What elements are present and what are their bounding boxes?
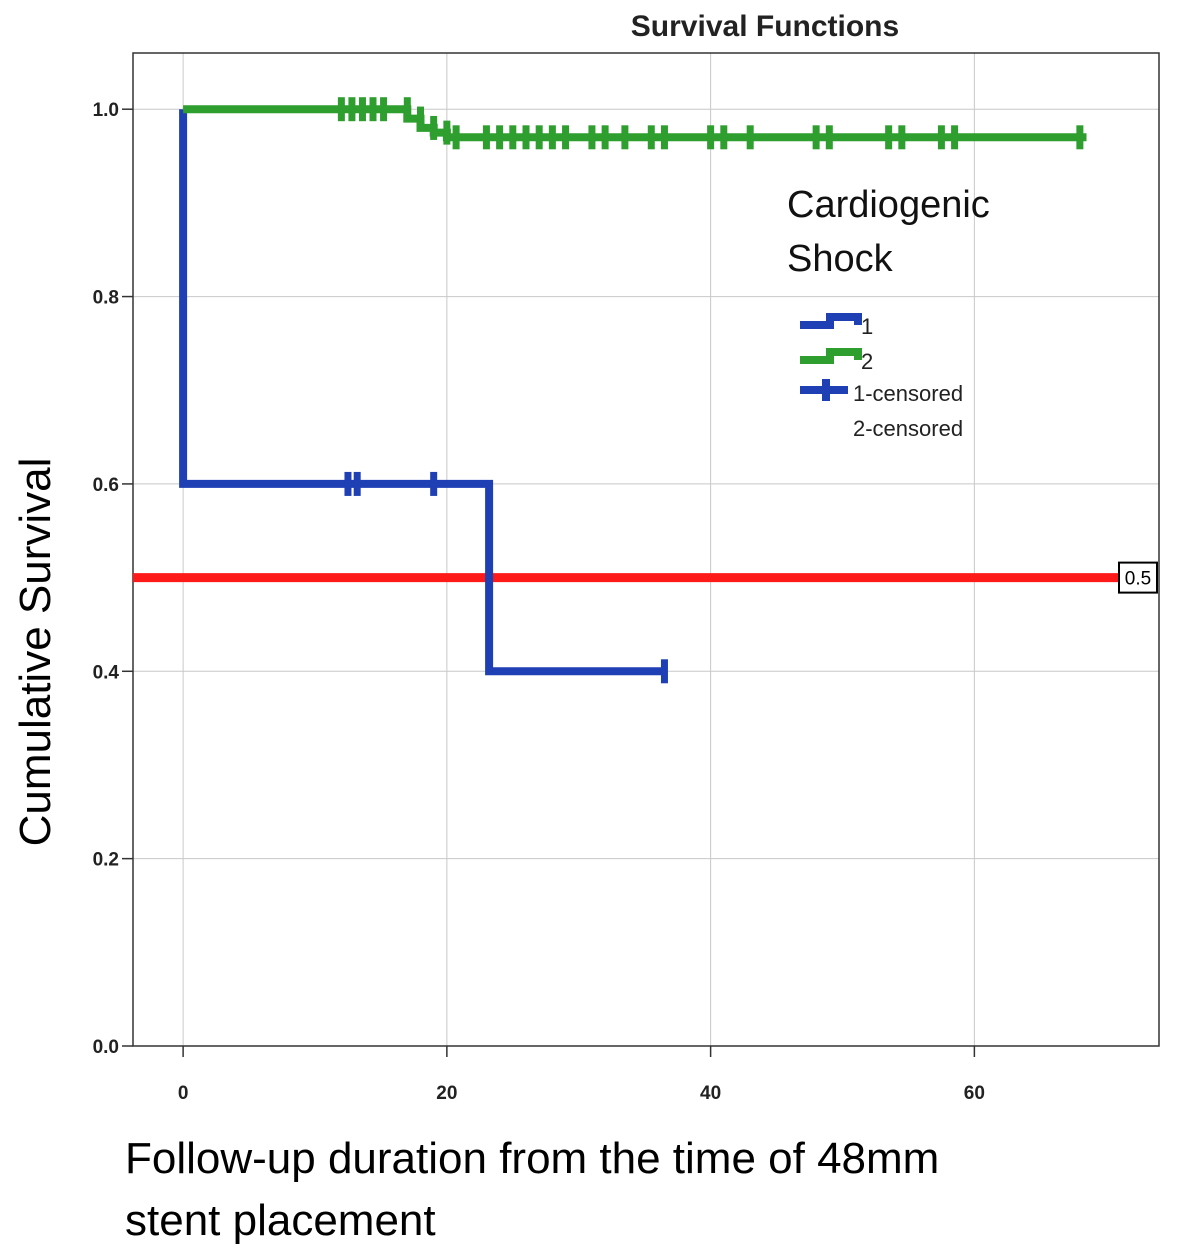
y-tick-label: 0.4	[93, 662, 120, 683]
x-axis-ticks: 0 20 40 60	[178, 1046, 985, 1104]
grid	[133, 53, 1159, 1047]
y-tick-label: 0.2	[93, 850, 119, 871]
legend-swatch-1	[800, 313, 862, 329]
y-tick-label: 0.0	[93, 1037, 119, 1058]
x-tick-label: 60	[964, 1083, 985, 1104]
legend-item-2: 2	[861, 349, 873, 374]
legend: Cardiogenic Shock 1 2 1-censored 2-censo…	[787, 184, 990, 441]
series-line-1	[179, 109, 665, 676]
reference-line-label: 0.5	[1125, 569, 1151, 590]
plot-frame	[132, 52, 1160, 1047]
x-axis-label-line-1: Follow-up duration from the time of 48mm	[125, 1134, 939, 1183]
y-tick-label: 0.6	[93, 475, 119, 496]
y-tick-label: 0.8	[93, 288, 119, 309]
y-axis-label: Cumulative Survival	[11, 458, 60, 847]
legend-item-2-censored: 2-censored	[853, 416, 963, 441]
reference-line-group: 0.5	[133, 561, 1158, 594]
reference-line-label-box	[1118, 561, 1158, 594]
x-axis-label-line-2: stent placement	[125, 1196, 436, 1245]
legend-item-1-censored: 1-censored	[853, 381, 963, 406]
chart-title: Survival Functions	[631, 10, 899, 43]
series-group	[179, 97, 1087, 684]
x-tick-label: 0	[178, 1083, 189, 1104]
legend-item-1: 1	[861, 314, 873, 339]
legend-swatch-1-censored	[800, 379, 848, 401]
series-line-2	[183, 105, 1087, 142]
y-tick-label: 1.0	[93, 100, 119, 121]
legend-swatch-2	[800, 348, 862, 364]
x-tick-label: 20	[436, 1083, 457, 1104]
y-axis-ticks: 0.0 0.2 0.4 0.6 0.8 1.0	[93, 100, 133, 1058]
legend-title-line-2: Shock	[787, 238, 894, 280]
x-tick-label: 40	[700, 1083, 721, 1104]
legend-title-line-1: Cardiogenic	[787, 184, 990, 226]
